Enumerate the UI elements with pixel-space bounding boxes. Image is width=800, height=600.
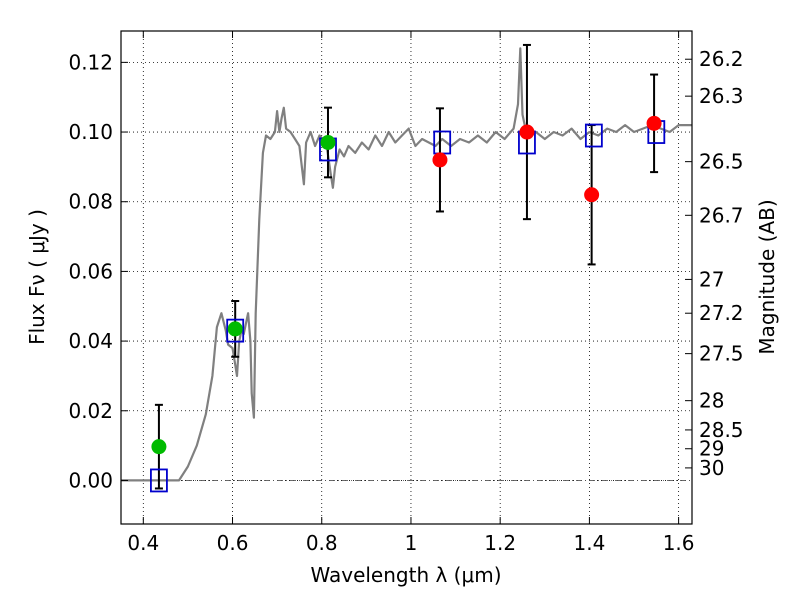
y-tick-label: 0.12 — [68, 50, 113, 74]
axis-ticks — [121, 31, 692, 524]
magnitude-tick-label: 28.5 — [699, 418, 744, 442]
x-tick-label: 1.4 — [573, 531, 605, 555]
x-axis-label: Wavelength λ (μm) — [310, 563, 501, 587]
x-tick-label: 0.4 — [127, 531, 159, 555]
y-tick-label: 0.00 — [68, 468, 113, 492]
model-photometry-squares — [150, 120, 666, 493]
observed-dot — [151, 439, 167, 455]
x-tick-label: 1.6 — [663, 531, 695, 555]
y-axis-label: Flux Fν ( μJy ) — [25, 209, 49, 345]
y-tick-label: 0.02 — [68, 399, 113, 423]
y-tick-label: 0.06 — [68, 259, 113, 283]
y-tick-label: 0.10 — [68, 120, 113, 144]
x-tick-label: 0.8 — [306, 531, 338, 555]
model-square — [584, 123, 603, 148]
x-tick-label: 0.6 — [217, 531, 249, 555]
magnitude-tick-label: 27.2 — [699, 301, 744, 325]
magnitude-tick-label: 26.7 — [699, 203, 744, 227]
observed-dot — [227, 321, 243, 337]
x-tick-label: 1.2 — [484, 531, 516, 555]
observed-dot — [519, 124, 535, 140]
observed-points — [151, 115, 662, 455]
observed-dot — [646, 115, 662, 131]
magnitude-tick-label: 27.5 — [699, 342, 744, 366]
spectrum-line — [121, 47, 692, 482]
x-tick-label: 1 — [405, 531, 418, 555]
observed-dot — [584, 187, 600, 203]
y-tick-label: 0.08 — [68, 190, 113, 214]
y-tick-label: 0.04 — [68, 329, 113, 353]
magnitude-tick-label: 30 — [699, 456, 724, 480]
model-square — [226, 318, 245, 343]
observed-dot — [432, 152, 448, 168]
error-bars — [154, 43, 659, 490]
right-axis-label: Magnitude (AB) — [755, 199, 779, 354]
grid — [121, 31, 692, 524]
series-layer — [121, 47, 692, 482]
magnitude-tick-label: 26.2 — [699, 47, 744, 71]
magnitude-tick-label: 27 — [699, 267, 724, 291]
magnitude-tick-label: 26.3 — [699, 84, 744, 108]
tick-labels: 0.4 0.6 0.8 1 1.2 1.4 1.6 0.00 0.02 0.04 0.06 0.08 0… — [68, 47, 743, 555]
model-square — [150, 468, 168, 493]
magnitude-tick-label: 29 — [699, 437, 724, 461]
magnitude-tick-label: 28 — [699, 389, 724, 413]
magnitude-tick-label: 26.5 — [699, 150, 744, 174]
observed-dot — [320, 134, 336, 150]
plot-frame — [120, 30, 693, 525]
